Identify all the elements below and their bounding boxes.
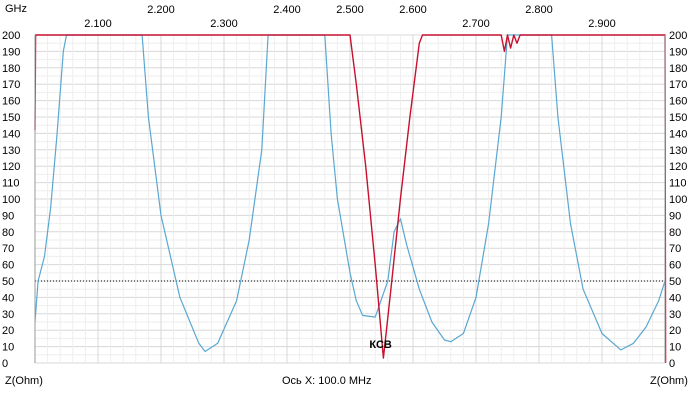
y-tick-label-right: 110 xyxy=(669,178,687,190)
y-tick-labels: 0 0 10 10 20 20 30 30 40 40 50 50 60 60 70 70 80 80 90 90 10… xyxy=(2,30,687,370)
y-tick-label-right: 70 xyxy=(669,243,681,255)
y-axis-label-left: Z(Ohm) xyxy=(5,375,43,387)
y-tick-label-left: 80 xyxy=(2,227,14,239)
y-tick-label-left: 30 xyxy=(2,309,14,321)
y-tick-label-right: 130 xyxy=(669,145,687,157)
y-tick-label-left: 110 xyxy=(2,178,20,190)
x-tick-label-top: 2.700 xyxy=(462,18,490,30)
y-tick-label-right: 0 xyxy=(669,358,675,370)
y-tick-label-right: 190 xyxy=(669,46,687,58)
x-axis-caption: Ось X: 100.0 MHz xyxy=(282,375,371,387)
y-tick-label-right: 120 xyxy=(669,161,687,173)
y-axis-label-right: Z(Ohm) xyxy=(650,375,688,387)
x-tick-label-top: 2.200 xyxy=(147,4,175,16)
x-tick-label-top: 2.500 xyxy=(336,4,364,16)
x-tick-label-top: 2.800 xyxy=(525,4,553,16)
y-tick-label-left: 20 xyxy=(2,325,14,337)
y-tick-label-right: 100 xyxy=(669,194,687,206)
x-tick-label-top: 2.100 xyxy=(84,18,112,30)
y-tick-label-left: 90 xyxy=(2,210,14,222)
impedance-series-line xyxy=(34,34,666,353)
y-tick-label-right: 20 xyxy=(669,325,681,337)
y-tick-label-left: 180 xyxy=(2,63,20,75)
y-tick-label-left: 200 xyxy=(2,30,20,42)
grid xyxy=(34,34,666,364)
y-tick-label-left: 50 xyxy=(2,276,14,288)
y-tick-label-right: 40 xyxy=(669,292,681,304)
series-group xyxy=(34,34,667,364)
y-tick-label-right: 90 xyxy=(669,210,681,222)
axes xyxy=(34,35,666,363)
y-tick-label-left: 40 xyxy=(2,292,14,304)
y-tick-label-left: 170 xyxy=(2,79,20,91)
swr-marker-label: КСВ xyxy=(369,339,392,351)
y-tick-label-right: 170 xyxy=(669,79,687,91)
y-tick-label-right: 160 xyxy=(669,96,687,108)
y-tick-label-left: 10 xyxy=(2,342,14,354)
y-tick-label-right: 50 xyxy=(669,276,681,288)
y-tick-label-left: 130 xyxy=(2,145,20,157)
x-unit-label: GHz xyxy=(5,3,27,15)
y-tick-label-right: 150 xyxy=(669,112,687,124)
x-tick-labels: 2.200 2.400 2.500 2.600 2.800 2.100 2.300 2.700… xyxy=(84,4,616,30)
swr-series-line xyxy=(34,34,667,364)
y-tick-label-right: 140 xyxy=(669,128,687,140)
y-tick-label-left: 70 xyxy=(2,243,14,255)
y-tick-label-right: 200 xyxy=(669,30,687,42)
y-tick-label-right: 10 xyxy=(669,342,681,354)
y-tick-label-left: 100 xyxy=(2,194,20,206)
y-tick-label-left: 160 xyxy=(2,96,20,108)
y-tick-label-left: 0 xyxy=(2,358,8,370)
y-tick-label-right: 180 xyxy=(669,63,687,75)
annotations: КСВ xyxy=(369,339,392,351)
x-tick-label-top: 2.900 xyxy=(588,18,616,30)
y-tick-label-right: 60 xyxy=(669,260,681,272)
y-tick-label-left: 190 xyxy=(2,46,20,58)
y-tick-label-right: 80 xyxy=(669,227,681,239)
y-tick-label-left: 150 xyxy=(2,112,20,124)
x-tick-label-top: 2.400 xyxy=(273,4,301,16)
y-tick-label-left: 120 xyxy=(2,161,20,173)
y-tick-label-left: 60 xyxy=(2,260,14,272)
x-tick-label-top: 2.300 xyxy=(210,18,238,30)
y-tick-label-right: 30 xyxy=(669,309,681,321)
x-tick-label-top: 2.600 xyxy=(399,4,427,16)
y-tick-label-left: 140 xyxy=(2,128,20,140)
